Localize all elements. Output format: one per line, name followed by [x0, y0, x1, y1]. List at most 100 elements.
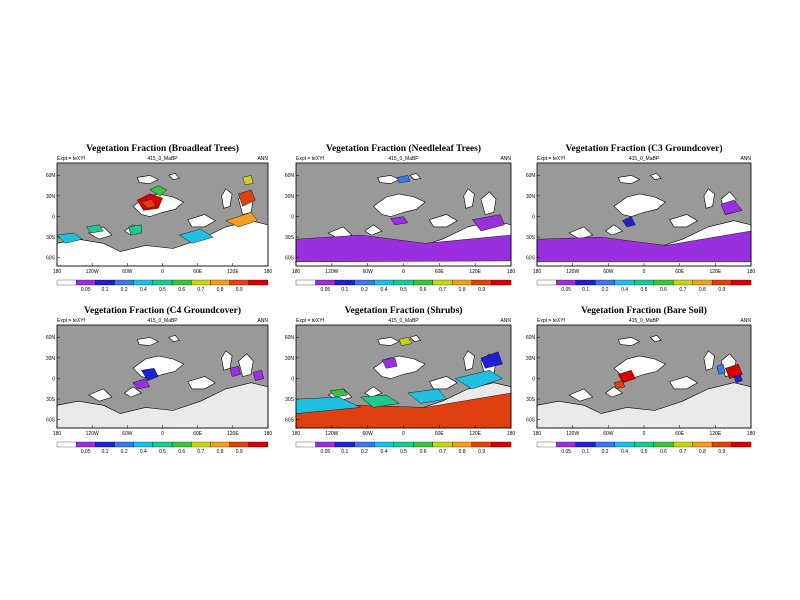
colorbar-tick-label: 0.05 [320, 449, 330, 455]
expt-label: Expt = teXYf [296, 318, 325, 324]
colorbar-swatch [334, 441, 355, 448]
colorbar-tick-label: 0.4 [621, 287, 628, 293]
land-region [364, 386, 383, 398]
x-tick-label: 120W [325, 269, 338, 275]
colorbar-tick-label: 0.4 [380, 287, 387, 293]
land-region [372, 193, 426, 217]
vegetation-patch [480, 351, 503, 369]
y-tick-label: 0 [532, 214, 535, 220]
x-tick-label: 180 [292, 269, 301, 275]
colorbar-tick-label: 0.4 [621, 449, 628, 455]
y-tick-label: 60N [526, 335, 536, 341]
y-tick-label: 30S [285, 235, 295, 241]
chart-title: Vegetation Fraction (Needleleaf Trees) [326, 143, 481, 154]
vegetation-patch [128, 224, 142, 236]
y-tick-label: 30N [46, 356, 56, 362]
chart-panel-1: Vegetation Fraction (Broadleaf Trees) 415… [46, 143, 273, 293]
colorbar-swatch [315, 441, 336, 448]
land-region [480, 191, 497, 215]
x-tick-label: 60E [435, 431, 445, 437]
land-region [136, 175, 159, 184]
colorbar-swatch [354, 279, 375, 286]
land-region [187, 376, 216, 390]
colorbar-swatch [133, 279, 154, 286]
land-region [703, 350, 715, 371]
colorbar-swatch [171, 441, 192, 448]
chart-title: Vegetation Fraction (Bare Soil) [581, 305, 707, 316]
land-region [428, 376, 458, 390]
expt-label: Expt = teXYf [296, 156, 325, 162]
colorbar-swatch [471, 441, 492, 448]
y-tick-label: 0 [52, 214, 55, 220]
vegetation-patch [149, 185, 168, 197]
colorbar-swatch [248, 441, 269, 448]
x-tick-label: 120E [469, 269, 481, 275]
colorbar-swatch [114, 279, 134, 286]
colorbar-tick-label: 0.4 [140, 287, 147, 293]
colorbar-swatch [56, 441, 77, 448]
vegetation-patch [229, 365, 241, 377]
x-tick-label: 180 [747, 269, 756, 275]
x-tick-label: 120W [566, 431, 579, 437]
colorbar-swatch [248, 279, 269, 286]
colorbar-tick-label: 0.8 [217, 287, 224, 293]
colorbar-swatch [191, 441, 211, 448]
colorbar-tick-label: 0.9 [718, 449, 725, 455]
colorbar-tick-label: 0.5 [159, 287, 166, 293]
vegetation-patch [141, 198, 157, 209]
vegetation-patch [225, 212, 258, 228]
colorbar-swatch [595, 279, 615, 286]
x-tick-label: 120W [325, 431, 338, 437]
x-tick-label: 60W [603, 269, 614, 275]
colorbar-tick-label: 0.5 [400, 287, 407, 293]
colorbar-swatch [692, 441, 713, 448]
colorbar-swatch [731, 441, 752, 448]
y-tick-label: 0 [291, 376, 294, 382]
colorbar-tick-label: 0.1 [582, 449, 589, 455]
x-tick-label: 60E [193, 269, 203, 275]
colorbar-tick-label: 0.6 [420, 449, 427, 455]
x-tick-label: 180 [264, 269, 273, 275]
colorbar-swatch [556, 441, 577, 448]
colorbar-tick-label: 0.1 [341, 449, 348, 455]
chart-panel-6: Vegetation Fraction (Bare Soil) 415_0_MaB… [526, 305, 756, 455]
colorbar-swatch [210, 279, 230, 286]
land-region [364, 224, 383, 236]
colorbar-swatch [295, 279, 316, 286]
land-region [409, 172, 422, 180]
colorbar-swatch [393, 441, 414, 448]
chart-panel-5: Vegetation Fraction (Shrubs) 415_0_MaBP Ex… [285, 305, 516, 455]
vegetation-patch [618, 370, 636, 383]
x-tick-label: 60E [193, 431, 203, 437]
land-region [136, 337, 159, 346]
chart-subtitle: 415_0_MaBP [147, 156, 178, 162]
x-tick-label: 180 [533, 431, 542, 437]
chart-panel-4: Vegetation Fraction (C4 Groundcover) 415_… [46, 305, 273, 455]
colorbar-swatch [413, 279, 433, 286]
vegetation-patch [622, 216, 636, 228]
colorbar-swatch [393, 279, 414, 286]
y-tick-label: 0 [291, 214, 294, 220]
chart-panel-3: Vegetation Fraction (C3 Groundcover) 415_… [526, 143, 756, 293]
x-tick-label: 120E [469, 431, 481, 437]
x-tick-label: 60E [675, 269, 685, 275]
colorbar-swatch [491, 279, 512, 286]
x-tick-label: 60W [122, 269, 133, 275]
x-tick-label: 180 [507, 269, 516, 275]
x-tick-label: 0 [643, 431, 646, 437]
colorbar-tick-label: 0.9 [718, 287, 725, 293]
vegetation-patch [471, 214, 505, 232]
land-region [409, 334, 422, 342]
y-tick-label: 0 [52, 376, 55, 382]
y-tick-label: 60S [46, 418, 56, 424]
colorbar-tick-label: 0.5 [641, 449, 648, 455]
colorbar-swatch [114, 441, 134, 448]
colorbar-swatch [452, 279, 473, 286]
chart-title: Vegetation Fraction (C3 Groundcover) [566, 143, 723, 154]
land-region [669, 376, 699, 390]
x-tick-label: 180 [53, 269, 62, 275]
colorbar-tick-label: 0.5 [159, 449, 166, 455]
land-region [604, 224, 624, 236]
colorbar-tick-label: 0.8 [459, 449, 466, 455]
chart-subtitle: 415_0_MaBP [147, 318, 178, 324]
